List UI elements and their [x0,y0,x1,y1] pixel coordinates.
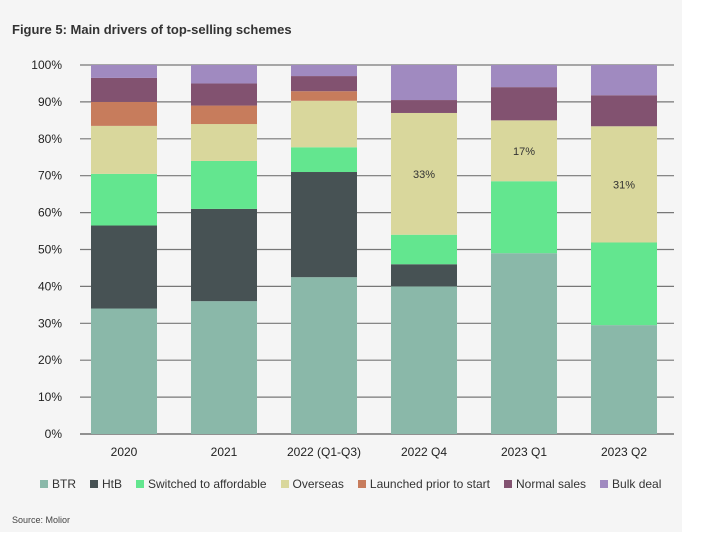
bar-segment-switched-to-affordable [291,147,357,173]
bar-segment-launched-prior-to-start [91,101,157,126]
legend-swatch [40,480,48,488]
bar-segment-htb [191,208,257,302]
x-tick-label: 2020 [111,445,138,459]
legend-label: BTR [52,477,76,491]
bar-segment-bulk-deal [591,65,657,96]
bar-segment-bulk-deal [191,65,257,84]
legend-label: Bulk deal [612,477,662,491]
bar-segment-overseas [391,112,457,235]
bar-segment-normal-sales [591,95,657,127]
bar-segment-btr [491,253,557,434]
x-tick-label: 2023 Q2 [601,445,647,459]
bar-segment-btr [291,277,357,434]
bar-segment-overseas [491,120,557,182]
legend: BTR HtB Switched to affordable Overseas Laun… [40,477,661,491]
legend-item: Switched to affordable [136,477,267,491]
bar-segment-launched-prior-to-start [191,105,257,125]
bar-segment-switched-to-affordable [491,181,557,254]
bar-segment-overseas [191,124,257,161]
y-tick-label: 90% [38,95,62,109]
legend-item: Overseas [280,477,344,491]
bar-segment-launched-prior-to-start [291,91,357,101]
y-tick-label: 20% [38,353,62,367]
legend-label: Switched to affordable [148,477,267,491]
legend-item: HtB [90,477,122,491]
legend-label: HtB [102,477,123,491]
bar-segment-overseas [91,125,157,174]
data-label: 31% [613,179,635,191]
legend-swatch [357,480,366,488]
legend-swatch [90,480,98,488]
bar-segment-htb [91,225,157,309]
bar-segment-switched-to-affordable [91,173,157,226]
legend-swatch [503,480,512,488]
y-tick-label: 80% [38,132,62,146]
x-tick-label: 2022 (Q1-Q3) [287,445,361,459]
x-tick-label: 2022 Q4 [401,445,447,459]
bar-segment-switched-to-affordable [591,242,657,326]
legend-item: Launched prior to start [357,477,490,491]
y-tick-label: 40% [38,279,62,293]
bar-segment-btr [391,286,457,434]
y-tick-label: 10% [38,390,62,404]
bar-segment-normal-sales [491,87,557,121]
bar-segment-switched-to-affordable [191,160,257,209]
y-tick-label: 70% [38,169,62,183]
data-label: 33% [413,169,435,181]
bar-segment-overseas [591,126,657,243]
y-tick-label: 30% [38,316,62,330]
bar-segment-normal-sales [391,100,457,113]
y-tick-label: 0% [45,427,63,441]
legend-label: Overseas [292,477,344,491]
bar-segment-bulk-deal [291,65,357,77]
bar-segment-htb [291,172,357,278]
data-label: 17% [513,146,535,158]
y-tick-label: 100% [31,58,62,72]
bar-segment-overseas [291,100,357,148]
bar-segment-btr [191,301,257,434]
legend-label: Launched prior to start [369,477,490,491]
bar-segment-normal-sales [191,83,257,106]
legend-swatch [136,480,145,488]
bar-segment-bulk-deal [491,65,557,88]
legend-swatch [600,480,609,488]
legend-item: Bulk deal [600,477,661,491]
bar-segment-btr [591,325,657,434]
x-tick-label: 2023 Q1 [501,445,547,459]
x-tick-label: 2021 [211,445,238,459]
chart-title: Figure 5: Main drivers of top-selling sc… [12,22,292,37]
source-note: Source: Molior [12,515,71,525]
legend-item: BTR [40,477,76,491]
bar-segment-normal-sales [291,76,357,92]
bar-segment-htb [391,264,457,287]
y-tick-label: 60% [38,206,62,220]
bar-segment-switched-to-affordable [391,234,457,265]
legend-swatch [280,480,289,488]
bar-segment-normal-sales [91,77,157,102]
legend-item: Normal sales [503,477,587,491]
bar-segment-bulk-deal [391,65,457,101]
bar-segment-btr [91,308,157,434]
bar-segment-bulk-deal [91,65,157,78]
legend-label: Normal sales [515,477,587,491]
y-tick-label: 50% [38,243,62,257]
